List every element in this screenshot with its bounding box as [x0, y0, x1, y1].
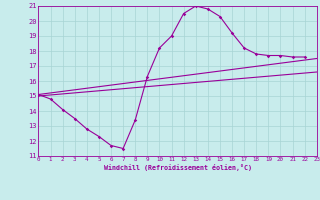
X-axis label: Windchill (Refroidissement éolien,°C): Windchill (Refroidissement éolien,°C) [104, 164, 252, 171]
